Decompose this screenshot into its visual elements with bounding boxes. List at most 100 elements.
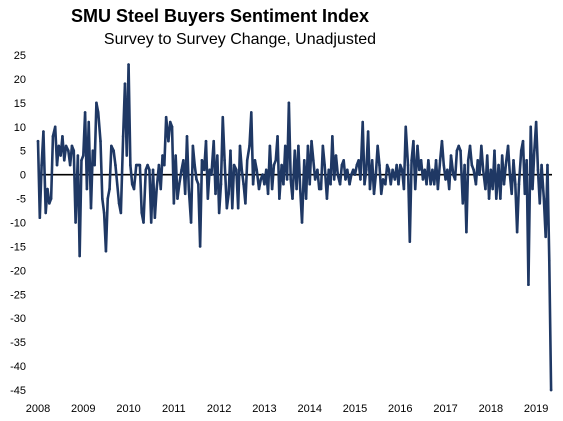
data-point — [384, 182, 387, 186]
data-point — [385, 163, 389, 167]
data-point — [108, 187, 111, 191]
data-point — [142, 221, 145, 224]
data-point — [250, 111, 253, 114]
data-point — [151, 168, 155, 172]
data-point — [346, 168, 349, 172]
data-point — [459, 149, 462, 153]
data-point — [132, 187, 136, 191]
data-point — [206, 197, 210, 200]
data-point — [127, 63, 130, 66]
data-point — [76, 154, 80, 157]
data-point — [542, 197, 546, 200]
data-point — [53, 125, 57, 129]
data-point — [129, 163, 132, 167]
data-point — [416, 144, 419, 148]
data-point — [62, 158, 66, 162]
data-point — [191, 144, 195, 148]
data-point — [48, 202, 51, 205]
data-point — [425, 182, 428, 186]
x-tick-label: 2011 — [162, 403, 186, 415]
data-point — [157, 163, 161, 167]
data-point — [36, 139, 40, 143]
y-tick-label: 20 — [14, 74, 26, 86]
data-point — [525, 158, 528, 162]
y-tick-label: 15 — [14, 98, 26, 110]
data-point — [161, 154, 164, 157]
data-point — [216, 154, 219, 157]
data-point — [95, 101, 98, 105]
data-point — [466, 158, 470, 162]
data-point — [72, 149, 76, 153]
data-point — [195, 178, 198, 181]
data-point — [81, 154, 85, 157]
data-point — [319, 187, 323, 191]
data-point — [285, 178, 289, 181]
data-point — [491, 187, 494, 191]
x-axis-ticks: 2008 2009 2010 2011 2012 2013 2014 2015 2016 2017… — [26, 403, 549, 415]
data-point — [138, 163, 142, 167]
data-point — [374, 173, 378, 176]
data-point — [485, 154, 489, 157]
data-point — [208, 168, 211, 172]
data-point — [500, 154, 504, 157]
data-point — [223, 158, 226, 162]
data-point — [438, 158, 442, 162]
data-point — [400, 168, 404, 172]
data-point — [51, 135, 55, 138]
data-point — [302, 158, 306, 162]
data-point — [449, 154, 453, 157]
data-point — [408, 240, 412, 243]
data-point — [219, 182, 223, 186]
data-point — [287, 101, 291, 105]
data-point — [359, 178, 362, 181]
data-point — [527, 283, 530, 287]
data-point — [461, 202, 465, 205]
x-tick-label: 2008 — [26, 403, 50, 415]
data-point — [421, 178, 425, 181]
data-point — [235, 168, 238, 172]
data-point — [272, 163, 276, 167]
data-point — [465, 230, 468, 234]
data-point — [242, 182, 245, 186]
data-point — [227, 192, 230, 196]
data-point — [185, 135, 189, 138]
data-point — [363, 182, 366, 186]
data-point — [398, 163, 402, 167]
data-point — [119, 211, 123, 215]
data-point — [350, 173, 353, 176]
data-point — [549, 388, 553, 392]
data-point — [546, 163, 549, 167]
data-point — [327, 168, 331, 172]
data-point — [365, 168, 368, 172]
data-point — [368, 187, 372, 191]
data-point — [476, 158, 480, 162]
data-point — [180, 168, 183, 172]
data-point — [232, 163, 236, 167]
data-point — [378, 163, 381, 167]
data-point — [177, 182, 181, 186]
x-tick-label: 2009 — [71, 403, 95, 415]
data-point — [210, 173, 213, 176]
data-point — [436, 187, 440, 191]
data-point — [289, 178, 293, 181]
data-point — [512, 158, 515, 162]
data-point — [93, 163, 96, 167]
data-point — [480, 144, 483, 148]
data-point — [387, 168, 391, 172]
data-point — [323, 163, 326, 167]
data-point — [497, 163, 500, 167]
data-point — [244, 202, 247, 205]
data-point — [136, 163, 140, 167]
data-point — [478, 173, 481, 176]
data-point — [310, 139, 313, 143]
data-point — [357, 158, 360, 162]
data-point — [115, 182, 119, 186]
data-point — [230, 206, 234, 210]
data-point — [506, 144, 510, 148]
y-tick-label: 5 — [20, 146, 26, 158]
data-point — [49, 197, 53, 200]
data-point — [61, 135, 64, 138]
data-point — [89, 206, 93, 210]
x-tick-label: 2017 — [433, 403, 457, 415]
data-point — [125, 154, 129, 157]
